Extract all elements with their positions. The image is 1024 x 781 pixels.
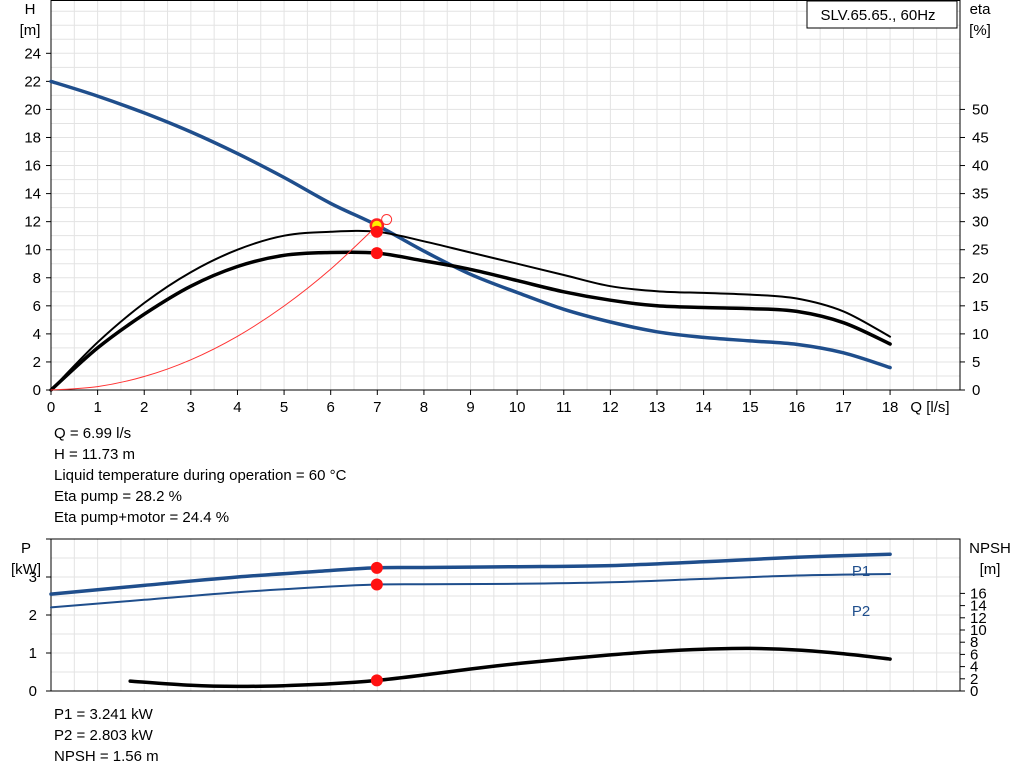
p2-curve [50,573,892,609]
power-info: P1 = 3.241 kW P2 = 2.803 kW NPSH = 1.56 … [54,704,159,767]
y-left-axis-unit: [m] [20,22,41,39]
title-box [806,0,958,29]
eta-pump-motor-curve [49,250,892,392]
y-left-axis-name: P [21,540,31,557]
x-tick-label: 13 [649,399,666,416]
info-p1: P1 = 3.241 kW [54,706,153,723]
y-right-axis-name: eta [970,1,992,18]
x-axis-label: Q [l/s] [910,399,949,416]
y-left-tick-label: 2 [33,354,41,371]
y-right-tick-label: 2 [970,671,978,688]
series-label-p1: P1 [852,563,870,580]
y-left-tick-label: 3 [29,569,37,586]
y-right-axis-unit: [m] [980,561,1001,578]
eta-pump-curve [50,229,892,391]
y-right-tick-label: 10 [972,326,989,343]
x-tick-label: 8 [420,399,428,416]
y-right-tick-label: 4 [970,659,978,676]
info-p2: P2 = 2.803 kW [54,727,153,744]
y-right-tick-label: 30 [972,214,989,231]
x-tick-label: 5 [280,399,288,416]
operating-point-eta-pump [370,225,383,238]
y-left-tick-label: 0 [29,683,37,700]
x-tick-label: 12 [602,399,619,416]
y-left-tick-label: 12 [24,214,41,231]
x-tick-label: 2 [140,399,148,416]
x-tick-label: 14 [695,399,712,416]
info-flow: Q = 6.99 l/s [54,425,132,442]
y-left-axis-unit: [kW] [11,561,41,578]
y-right-axis-name: NPSH [969,540,1011,557]
operating-point-npsh [370,674,383,687]
info-eta-pump: Eta pump = 28.2 % [54,488,182,505]
x-tick-label: 3 [187,399,195,416]
y-left-tick-label: 14 [24,186,41,203]
y-left-tick-label: 24 [24,45,41,62]
y-right-tick-label: 15 [972,298,989,315]
x-tick-label: 10 [509,399,526,416]
series-label-p2: P2 [852,603,870,620]
head-efficiency-chart: 0 1 2 3 4 5 6 7 8 9 10 11 12 13 14 15 16 17 18 Q [l/s]02468… [20,0,992,416]
y-left-tick-label: 4 [33,326,41,343]
operating-point-p2 [370,578,383,591]
x-tick-label: 15 [742,399,759,416]
operating-point-p1 [370,561,383,574]
y-right-tick-label: 8 [970,634,978,651]
y-right-tick-label: 10 [970,622,987,639]
y-right-tick-label: 50 [972,101,989,118]
y-left-tick-label: 0 [33,382,41,399]
info-eta-pump-motor: Eta pump+motor = 24.4 % [54,509,230,526]
y-right-tick-label: 12 [970,610,987,627]
y-right-tick-label: 20 [972,270,989,287]
y-left-tick-label: 18 [24,129,41,146]
x-tick-label: 6 [327,399,335,416]
info-liquid-temperature: Liquid temperature during operation = 60… [54,467,347,484]
y-right-tick-label: 14 [970,598,987,615]
head-curve [49,79,892,370]
plot-frame [50,0,961,391]
y-right-tick-label: 0 [972,382,980,399]
operating-point-eta-pump-motor [370,247,383,260]
x-tick-label: 4 [233,399,241,416]
y-right-tick-label: 40 [972,158,989,175]
x-tick-label: 7 [373,399,381,416]
x-tick-label: 0 [47,399,55,416]
y-right-tick-label: 45 [972,129,989,146]
y-left-tick-label: 6 [33,298,41,315]
info-npsh: NPSH = 1.56 m [54,748,159,765]
y-left-tick-label: 16 [24,158,41,175]
operating-point-info: Q = 6.99 l/s H = 11.73 m Liquid temperat… [54,423,346,528]
y-left-tick-label: 1 [29,645,37,662]
npsh-curve [128,646,892,689]
y-right-tick-label: 25 [972,242,989,259]
x-tick-label: 16 [789,399,806,416]
y-left-axis-name: H [25,1,36,18]
y-left-tick-label: 10 [24,242,41,259]
x-tick-label: 1 [93,399,101,416]
y-right-tick-label: 0 [970,683,978,700]
system-curve [50,224,378,391]
y-left-tick-label: 8 [33,270,41,287]
y-right-tick-label: 5 [972,354,980,371]
y-right-axis-unit: [%] [969,22,991,39]
chart-title: SLV.65.65., 60Hz [820,7,935,24]
x-tick-label: 11 [556,399,572,416]
y-left-tick-label: 20 [24,101,41,118]
y-right-tick-label: 16 [970,585,987,602]
duty-point-marker [381,214,393,226]
x-tick-label: 17 [835,399,852,416]
x-tick-label: 18 [882,399,899,416]
y-right-tick-label: 35 [972,186,989,203]
y-right-tick-label: 6 [970,646,978,663]
x-tick-label: 9 [466,399,474,416]
info-head: H = 11.73 m [54,446,136,463]
y-left-tick-label: 22 [24,73,41,90]
p1-curve [49,552,892,596]
y-left-tick-label: 2 [29,607,37,624]
